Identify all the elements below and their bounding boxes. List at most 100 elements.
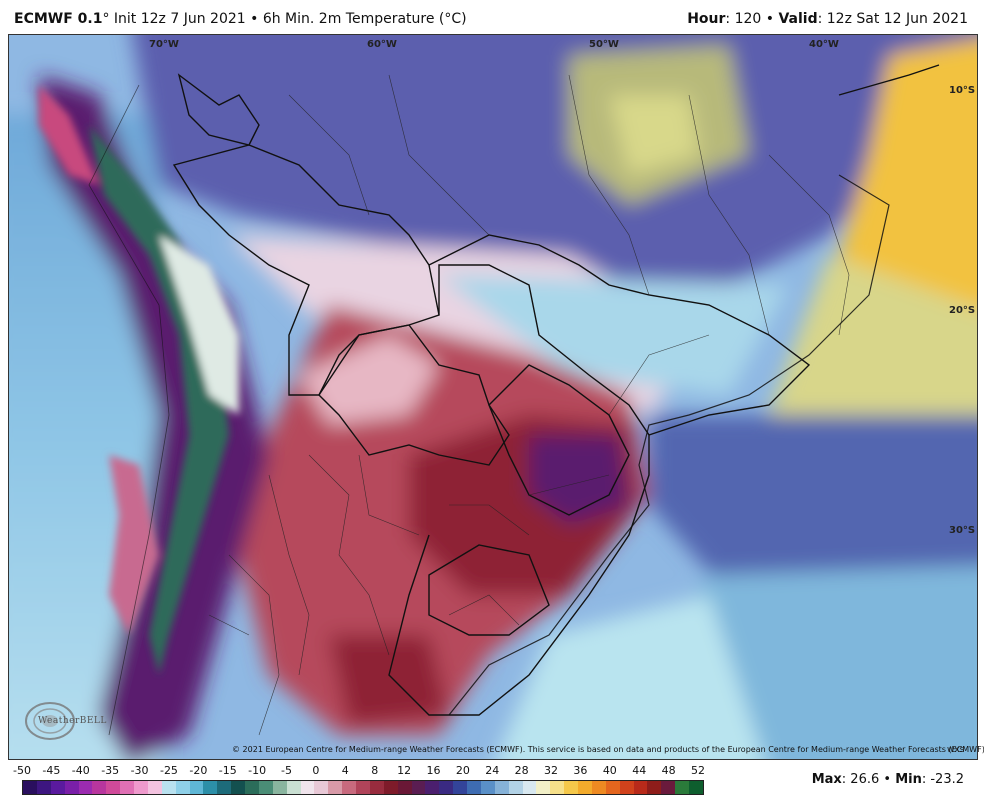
colorbar-swatch xyxy=(508,781,523,794)
colorbar-swatch xyxy=(231,781,245,794)
colorbar-tick-label: 8 xyxy=(371,764,379,777)
valid-label: Valid xyxy=(778,11,818,27)
header: ECMWF 0.1° Init 12z 7 Jun 2021 • 6h Min.… xyxy=(0,0,984,34)
colorbar-tick-label: 36 xyxy=(573,764,588,777)
colorbar-swatch xyxy=(92,781,107,794)
colorbar-swatch xyxy=(578,781,592,794)
colorbar-tick-label: 40 xyxy=(602,764,617,777)
colorbar-swatch xyxy=(522,781,537,794)
colorbar-swatch xyxy=(147,781,162,794)
colorbar-tick-label: -50 xyxy=(13,764,31,777)
forecast-time: Hour: 120 • Valid: 12z Sat 12 Jun 2021 xyxy=(687,11,968,27)
colorbar-tick-label: 32 xyxy=(544,764,559,777)
colorbar-swatch xyxy=(661,781,676,794)
hour-label: Hour xyxy=(687,11,726,27)
weatherbell-logo-icon xyxy=(25,702,75,740)
colorbar-swatch xyxy=(64,781,79,794)
colorbar-swatch xyxy=(134,781,148,794)
colorbar-swatch xyxy=(633,781,648,794)
colorbar-swatch xyxy=(161,781,176,794)
colorbar-swatch xyxy=(480,781,495,794)
colorbar-swatch xyxy=(647,781,662,794)
colorbar-swatch xyxy=(203,781,218,794)
lon-label-60w: 60°W xyxy=(367,39,397,50)
init-and-field: ° Init 12z 7 Jun 2021 • 6h Min. 2m Tempe… xyxy=(102,11,467,27)
weatherbell-logo: WeatherBELL xyxy=(38,716,107,726)
colorbar-swatch xyxy=(272,781,287,794)
colorbar-swatch xyxy=(245,781,259,794)
colorbar-swatch xyxy=(356,781,370,794)
colorbar-swatch xyxy=(494,781,509,794)
colorbar-swatch xyxy=(50,781,65,794)
colorbar-swatch xyxy=(467,781,481,794)
map-canvas xyxy=(9,35,977,759)
state-borders xyxy=(208,74,850,736)
colorbar-tick-label: 4 xyxy=(341,764,349,777)
colorbar-swatch xyxy=(397,781,412,794)
colorbar-swatch xyxy=(120,781,134,794)
colorbar-swatch xyxy=(564,781,578,794)
colorbar-swatch xyxy=(217,781,232,794)
min-value: : -23.2 xyxy=(921,772,964,787)
colorbar-swatch xyxy=(175,781,190,794)
colorbar-swatch xyxy=(383,781,398,794)
colorbar-swatch xyxy=(189,781,204,794)
colorbar-swatch xyxy=(78,781,93,794)
lat-label-20s: 20°S xyxy=(949,305,976,316)
colorbar-legend: -50 -45 -40 -35 -30 -25 -20 -15 -10 -5 0 4 8 12 16 20 24… xyxy=(0,760,984,808)
lat-label-30s: 30°S xyxy=(949,525,976,536)
colorbar-swatch xyxy=(411,781,426,794)
colorbar-swatch xyxy=(605,781,620,794)
colorbar-tick-label: -15 xyxy=(218,764,237,777)
colorbar-tick-label: 16 xyxy=(426,764,441,777)
max-label: Max xyxy=(811,772,842,787)
colorbar-swatch xyxy=(675,781,689,794)
colorbar-tick-label: -40 xyxy=(71,764,90,777)
copyright-notice: © 2021 European Centre for Medium-range … xyxy=(232,745,984,754)
valid-value: : 12z Sat 12 Jun 2021 xyxy=(817,11,968,27)
corner-mark: wxs xyxy=(947,745,965,755)
colorbar-swatch xyxy=(689,781,703,794)
colorbar-swatch xyxy=(425,781,440,794)
hour-value: : 120 • xyxy=(725,11,779,27)
colorbar xyxy=(22,780,704,795)
colorbar-swatch xyxy=(619,781,634,794)
max-value: : 26.6 • xyxy=(841,772,896,787)
country-borders xyxy=(172,64,940,716)
colorbar-swatch xyxy=(342,781,356,794)
colorbar-tick-label: -45 xyxy=(42,764,61,777)
colorbar-tick-label: 52 xyxy=(691,764,705,777)
colorbar-tick-label: -5 xyxy=(281,764,292,777)
colorbar-tick-label: -25 xyxy=(159,764,178,777)
temperature-map[interactable]: 70°W 60°W 50°W 40°W 10°S 20°S 30°S wxs xyxy=(8,34,978,760)
colorbar-swatch xyxy=(23,781,37,794)
colorbar-tick-label: -10 xyxy=(248,764,267,777)
colorbar-tick-label: -30 xyxy=(130,764,149,777)
colorbar-swatch xyxy=(106,781,121,794)
map-title: ECMWF 0.1° Init 12z 7 Jun 2021 • 6h Min.… xyxy=(14,11,467,27)
colorbar-swatch xyxy=(286,781,301,794)
min-label: Min xyxy=(895,772,922,787)
max-min-stats: Max: 26.6 • Min: -23.2 xyxy=(812,772,964,787)
colorbar-tick-label: 0 xyxy=(312,764,320,777)
colorbar-swatch xyxy=(536,781,551,794)
colorbar-tick-label: 48 xyxy=(661,764,676,777)
lon-label-50w: 50°W xyxy=(589,39,619,50)
colorbar-tick-label: -20 xyxy=(189,764,208,777)
lat-label-10s: 10°S xyxy=(949,85,976,96)
colorbar-tick-label: 20 xyxy=(455,764,470,777)
colorbar-swatch xyxy=(314,781,329,794)
colorbar-swatch xyxy=(300,781,315,794)
model-name: ECMWF 0.1 xyxy=(14,11,103,27)
colorbar-swatch xyxy=(439,781,454,794)
colorbar-swatch xyxy=(369,781,384,794)
colorbar-tick-label: 28 xyxy=(514,764,529,777)
colorbar-swatch xyxy=(591,781,606,794)
colorbar-swatch xyxy=(258,781,273,794)
colorbar-tick-label: 12 xyxy=(397,764,412,777)
colorbar-swatch xyxy=(36,781,51,794)
colorbar-swatch xyxy=(328,781,343,794)
colorbar-tick-label: -35 xyxy=(101,764,120,777)
colorbar-swatch xyxy=(550,781,565,794)
lon-label-70w: 70°W xyxy=(149,39,179,50)
